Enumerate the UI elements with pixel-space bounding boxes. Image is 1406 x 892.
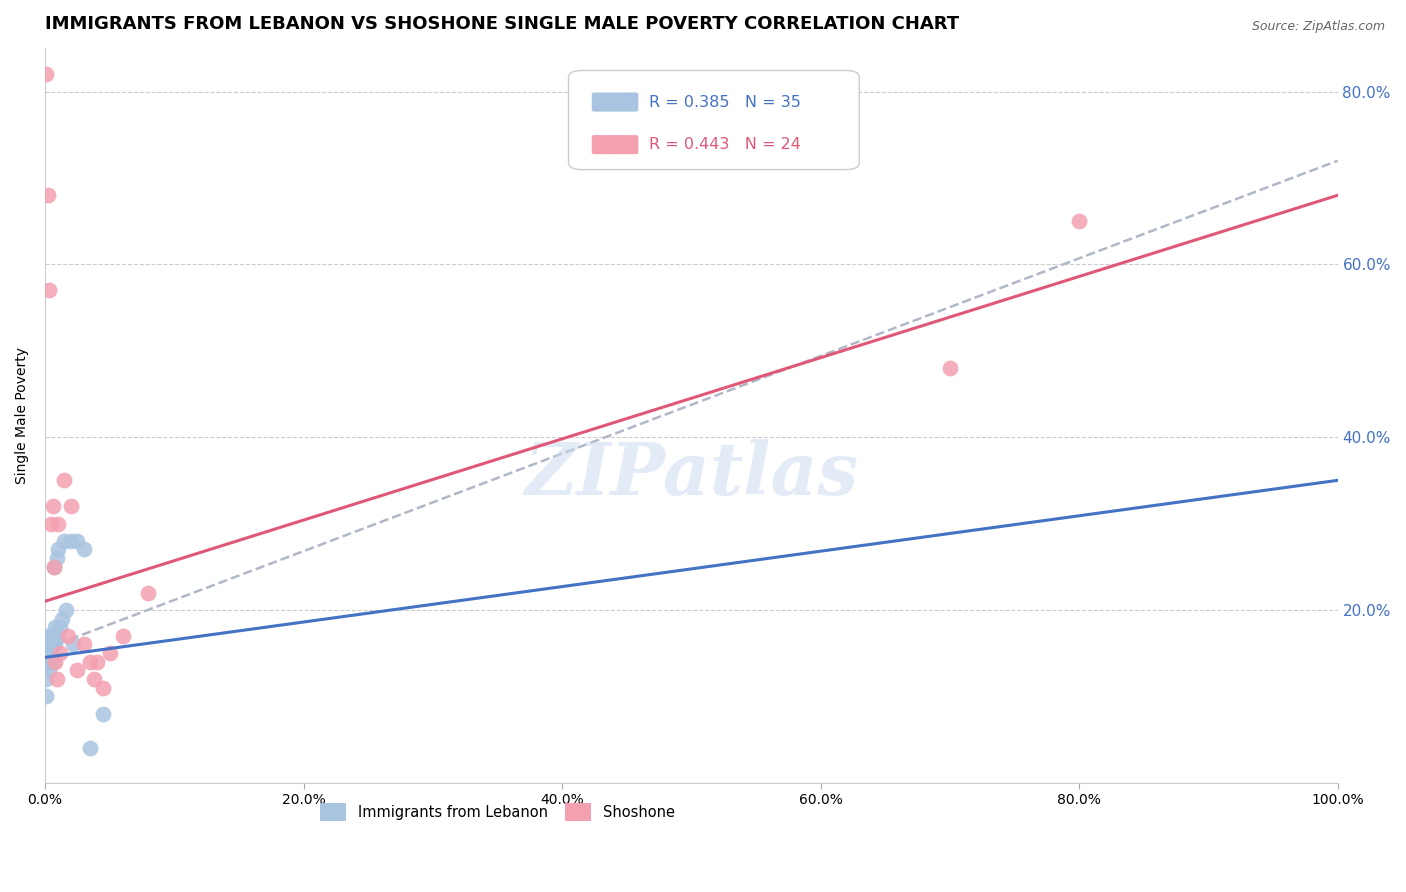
- Point: [37, 188, 59, 202]
- Point: [39, 638, 62, 652]
- Point: [51, 611, 73, 625]
- Point: [38, 664, 60, 678]
- Point: [42, 559, 65, 574]
- FancyBboxPatch shape: [592, 135, 638, 154]
- Point: [35, 638, 58, 652]
- Point: [42, 638, 65, 652]
- Point: [62, 638, 84, 652]
- Point: [49, 620, 72, 634]
- Point: [73, 638, 96, 652]
- Point: [35, 629, 58, 643]
- Point: [44, 638, 66, 652]
- Point: [45, 672, 67, 686]
- FancyBboxPatch shape: [592, 93, 638, 112]
- Point: [1069, 214, 1091, 228]
- Point: [98, 646, 121, 660]
- Point: [86, 655, 108, 669]
- Point: [45, 551, 67, 566]
- FancyBboxPatch shape: [568, 70, 859, 169]
- Point: [35, 655, 58, 669]
- Point: [38, 655, 60, 669]
- Point: [35, 646, 58, 660]
- Point: [35, 67, 58, 81]
- Point: [35, 672, 58, 686]
- Point: [44, 620, 66, 634]
- Point: [42, 559, 65, 574]
- Point: [66, 664, 89, 678]
- Text: R = 0.443   N = 24: R = 0.443 N = 24: [648, 137, 800, 153]
- Y-axis label: Single Male Poverty: Single Male Poverty: [15, 347, 30, 484]
- Point: [37, 646, 59, 660]
- Text: Source: ZipAtlas.com: Source: ZipAtlas.com: [1251, 20, 1385, 33]
- Point: [91, 706, 114, 721]
- Point: [59, 533, 82, 548]
- Point: [46, 629, 69, 643]
- Point: [83, 672, 105, 686]
- Point: [66, 533, 89, 548]
- Point: [138, 585, 160, 599]
- Point: [37, 655, 59, 669]
- Point: [42, 500, 65, 514]
- Point: [46, 542, 69, 557]
- Text: R = 0.385   N = 35: R = 0.385 N = 35: [648, 95, 800, 110]
- Point: [73, 542, 96, 557]
- Point: [55, 603, 77, 617]
- Legend: Immigrants from Lebanon, Shoshone: Immigrants from Lebanon, Shoshone: [314, 797, 681, 827]
- Point: [111, 629, 134, 643]
- Point: [44, 655, 66, 669]
- Point: [59, 500, 82, 514]
- Point: [35, 690, 58, 704]
- Point: [41, 629, 63, 643]
- Point: [49, 646, 72, 660]
- Point: [39, 655, 62, 669]
- Point: [41, 646, 63, 660]
- Point: [38, 283, 60, 297]
- Point: [53, 474, 76, 488]
- Point: [41, 516, 63, 531]
- Point: [58, 629, 80, 643]
- Text: ZIPatlas: ZIPatlas: [524, 439, 859, 510]
- Point: [42, 655, 65, 669]
- Point: [42, 629, 65, 643]
- Point: [939, 361, 962, 376]
- Point: [91, 681, 114, 695]
- Point: [53, 533, 76, 548]
- Text: IMMIGRANTS FROM LEBANON VS SHOSHONE SINGLE MALE POVERTY CORRELATION CHART: IMMIGRANTS FROM LEBANON VS SHOSHONE SING…: [45, 15, 959, 33]
- Point: [79, 655, 101, 669]
- Point: [46, 516, 69, 531]
- Point: [79, 741, 101, 756]
- Point: [38, 646, 60, 660]
- Point: [37, 638, 59, 652]
